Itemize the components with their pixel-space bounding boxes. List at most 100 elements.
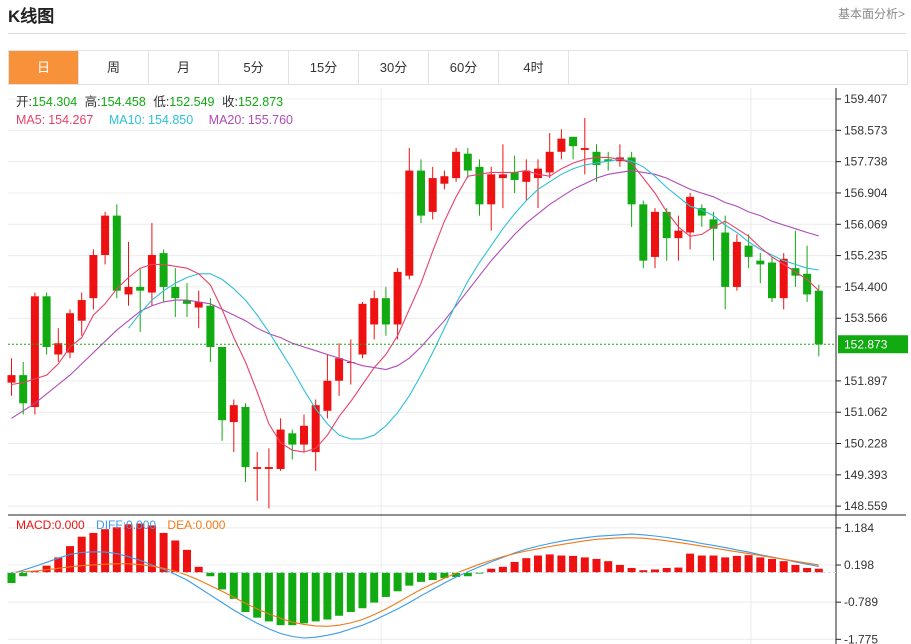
macd-bar (229, 572, 238, 599)
macd-bar (335, 572, 344, 616)
macd-bar (370, 572, 379, 603)
price-tick-label: 155.235 (844, 249, 888, 263)
macd-bar (522, 558, 531, 573)
macd-bar (732, 555, 741, 573)
macd-bar (288, 572, 297, 626)
macd-bar (569, 555, 578, 573)
candle (686, 193, 695, 250)
candle-body-down (136, 286, 145, 291)
macd-tick-label: -1.775 (844, 632, 878, 644)
candle (791, 230, 800, 287)
price-tick-label: 148.559 (844, 499, 888, 513)
candle (428, 166, 437, 220)
macd-bar (159, 532, 168, 573)
candle-body-down (381, 298, 390, 325)
macd-bar (194, 566, 203, 573)
candle (124, 241, 133, 306)
tab-15min[interactable]: 15分 (289, 51, 359, 84)
candle-body-down (475, 166, 484, 205)
price-tick-label: 153.566 (844, 311, 888, 325)
tab-30min[interactable]: 30分 (359, 51, 429, 84)
candle (534, 159, 542, 209)
candle-body-down (510, 172, 519, 180)
macd-bar (30, 571, 39, 573)
candle (615, 144, 624, 167)
candle (721, 215, 730, 310)
macd-bar (709, 555, 718, 573)
tab-month[interactable]: 月 (149, 51, 219, 84)
candlestick-series (7, 118, 823, 509)
tab-60min[interactable]: 60分 (429, 51, 499, 84)
macd-bar (534, 555, 542, 573)
macd-bar (124, 524, 133, 573)
candle (709, 211, 718, 261)
macd-bar (604, 561, 613, 573)
candle-body-up (101, 215, 110, 256)
candle (627, 151, 636, 227)
tab-4hour[interactable]: 4时 (499, 51, 569, 84)
candle (381, 286, 390, 336)
tab-5min[interactable]: 5分 (219, 51, 289, 84)
price-tick-label: 159.407 (844, 92, 888, 106)
tab-week[interactable]: 周 (79, 51, 149, 84)
price-tick-label: 156.069 (844, 217, 888, 231)
candle-body-down (42, 296, 51, 347)
macd-bar (452, 572, 461, 577)
candle (253, 452, 262, 501)
macd-bar (323, 572, 332, 620)
macd-bar (42, 565, 51, 573)
candle (557, 129, 566, 160)
candle-body-up (732, 241, 741, 287)
candle (112, 204, 121, 299)
macd-bar (756, 557, 765, 573)
fundamental-analysis-link[interactable]: 基本面分析> (837, 7, 905, 21)
macd-bar (615, 564, 624, 573)
candle-body-down (697, 208, 706, 216)
candle (206, 298, 215, 362)
candle-body-up (487, 174, 496, 205)
candle-body-down (756, 260, 765, 265)
candle (779, 253, 788, 310)
indicator-lines (11, 156, 820, 639)
candle-body-up (580, 148, 589, 150)
current-price-label: 152.873 (844, 338, 888, 352)
macd-bar (66, 546, 74, 573)
price-tick-label: 156.904 (844, 186, 888, 200)
candle-body-down (709, 219, 718, 229)
price-tick-label: 154.400 (844, 280, 888, 294)
candle (7, 358, 16, 396)
candle-body-up (393, 271, 402, 325)
tab-day[interactable]: 日 (9, 51, 79, 84)
macd-bar (311, 572, 320, 622)
macd-bar (662, 567, 671, 573)
macd-bar (779, 561, 788, 573)
macd-bar (147, 525, 156, 573)
ma20-line (11, 170, 819, 419)
candle-body-up (30, 296, 39, 408)
candle-body-up (54, 343, 63, 355)
candle (697, 204, 706, 227)
candle (288, 429, 297, 460)
macd-bar (358, 572, 367, 609)
candle (651, 208, 659, 269)
candle-body-up (323, 380, 332, 411)
macd-bar (651, 569, 659, 573)
macd-bar (77, 536, 86, 573)
candle-body-up (124, 286, 133, 295)
candle (417, 159, 425, 224)
candle (276, 418, 285, 471)
macd-bar (183, 549, 191, 573)
candle-body-down (721, 232, 730, 287)
candle (229, 399, 238, 453)
macd-bar (136, 523, 145, 573)
macd-bar (54, 557, 63, 573)
macd-bar (253, 572, 262, 618)
price-tick-label: 151.897 (844, 374, 888, 388)
candle (814, 284, 823, 357)
candle-body-down (183, 300, 191, 304)
macd-readout: MACD:0.000 DIFF:0.000 DEA:0.000 (16, 518, 226, 532)
candle (498, 144, 507, 209)
candle (66, 309, 74, 359)
macd-bar (487, 568, 496, 573)
